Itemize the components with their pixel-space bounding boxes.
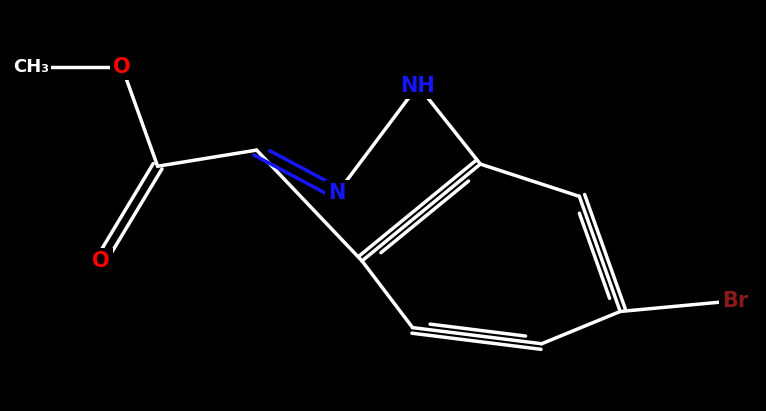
Text: O: O: [113, 57, 131, 77]
Text: NH: NH: [401, 76, 435, 95]
Text: N: N: [329, 183, 346, 203]
Text: CH₃: CH₃: [13, 58, 49, 76]
Text: O: O: [92, 251, 110, 271]
Text: Br: Br: [722, 291, 748, 311]
